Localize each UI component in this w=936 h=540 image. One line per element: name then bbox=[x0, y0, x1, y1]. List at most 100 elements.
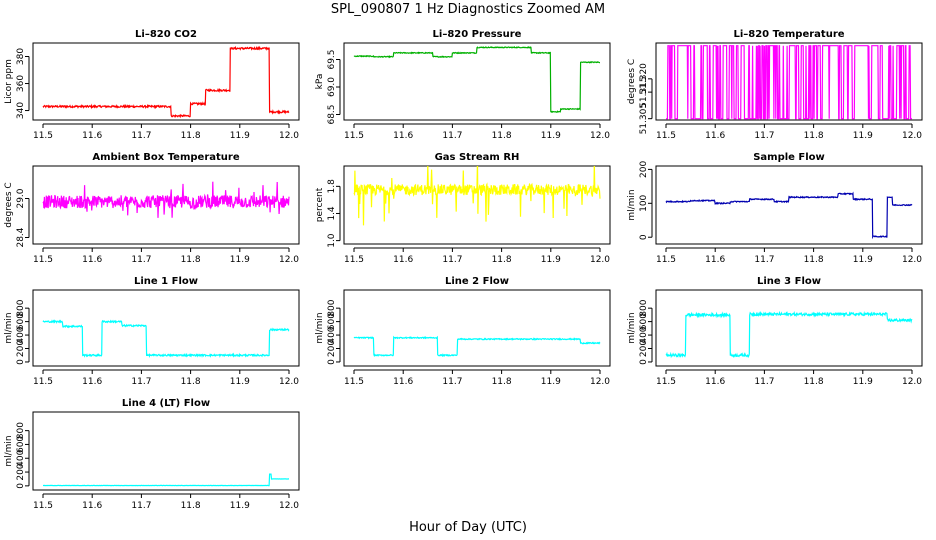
x-tick-label: 11.7 bbox=[131, 501, 151, 511]
y-tick-label: 200 bbox=[639, 161, 649, 178]
x-tick-label: 11.5 bbox=[33, 377, 53, 387]
y-tick-label: 69.0 bbox=[327, 77, 337, 97]
y-tick-label: 51.315 bbox=[639, 76, 649, 108]
x-tick-label: 11.9 bbox=[541, 255, 561, 265]
x-tick-label: 11.5 bbox=[656, 377, 676, 387]
x-tick-label: 11.9 bbox=[541, 377, 561, 387]
panel-title: Gas Stream RH bbox=[435, 152, 520, 163]
series-line bbox=[665, 191, 913, 240]
y-tick-label: 200 bbox=[639, 340, 649, 357]
y-tick-label: 340 bbox=[16, 102, 26, 119]
panel-3: Li–820 Temperature 11.5 11.6 11.7 11.8 11.9 12… bbox=[627, 29, 923, 141]
y-tick-label: 600 bbox=[16, 313, 26, 330]
x-tick-label: 11.9 bbox=[853, 377, 873, 387]
x-tick-label: 11.8 bbox=[804, 131, 824, 141]
panel-4: Ambient Box Temperature 11.5 11.6 11.7 11.8 1… bbox=[4, 152, 300, 265]
panel-title: Li–820 Temperature bbox=[733, 29, 844, 40]
x-tick-label: 11.8 bbox=[181, 255, 201, 265]
panel-title: Li–820 CO2 bbox=[135, 29, 197, 40]
x-tick-label: 11.5 bbox=[344, 131, 364, 141]
series-line bbox=[353, 46, 600, 114]
y-tick-label: 0 bbox=[639, 234, 649, 240]
x-axis-label: Hour of Day (UTC) bbox=[409, 520, 527, 535]
y-axis-label: ml/min bbox=[627, 312, 637, 343]
x-tick-label: 11.6 bbox=[705, 377, 725, 387]
series-line bbox=[353, 166, 601, 226]
y-axis-label: percent bbox=[315, 187, 325, 222]
x-tick-label: 11.6 bbox=[705, 255, 725, 265]
panel-1: Li–820 CO2 11.5 11.6 11.7 11.8 11.9 12.0 340 360… bbox=[4, 29, 300, 141]
x-tick-label: 11.8 bbox=[181, 131, 201, 141]
x-tick-label: 11.7 bbox=[442, 255, 462, 265]
x-tick-label: 11.6 bbox=[82, 501, 102, 511]
x-tick-label: 12.0 bbox=[590, 255, 610, 265]
x-tick-label: 11.8 bbox=[804, 377, 824, 387]
x-tick-label: 11.9 bbox=[230, 377, 250, 387]
x-tick-label: 12.0 bbox=[279, 131, 299, 141]
series-line bbox=[353, 335, 601, 358]
plot-frame bbox=[343, 42, 611, 121]
y-tick-label: 29.0 bbox=[16, 188, 26, 208]
plot-frame bbox=[655, 289, 923, 367]
y-tick-label: 200 bbox=[16, 340, 26, 357]
y-tick-label: 1.0 bbox=[327, 233, 337, 248]
series-line bbox=[42, 319, 290, 358]
series-line bbox=[42, 181, 290, 218]
y-axis-label: ml/min bbox=[4, 435, 14, 466]
x-tick-label: 12.0 bbox=[902, 377, 922, 387]
x-tick-label: 11.8 bbox=[492, 131, 512, 141]
y-tick-label: 800 bbox=[639, 299, 649, 316]
y-tick-label: 28.4 bbox=[16, 227, 26, 247]
x-tick-label: 11.5 bbox=[344, 377, 364, 387]
y-axis-label: degrees C bbox=[627, 59, 637, 104]
y-axis-label: ml/min bbox=[315, 312, 325, 343]
x-tick-label: 11.9 bbox=[230, 501, 250, 511]
panel-title: Line 1 Flow bbox=[134, 276, 198, 287]
y-tick-label: 600 bbox=[327, 313, 337, 330]
x-tick-label: 11.6 bbox=[393, 377, 413, 387]
y-tick-label: 600 bbox=[16, 436, 26, 453]
panel-9: Line 3 Flow 11.5 11.6 11.7 11.8 11.9 12.0 0 2004… bbox=[627, 276, 923, 387]
y-tick-label: 200 bbox=[16, 463, 26, 480]
y-tick-label: 0 bbox=[327, 359, 337, 365]
x-tick-label: 11.9 bbox=[853, 255, 873, 265]
figure-title: SPL_090807 1 Hz Diagnostics Zoomed AM bbox=[331, 2, 605, 17]
y-axis-label: kPa bbox=[315, 74, 325, 90]
y-axis-label: ml/min bbox=[627, 189, 637, 220]
y-tick-label: 100 bbox=[639, 194, 649, 211]
panel-10: Line 4 (LT) Flow 11.5 11.6 11.7 11.8 11.9 12.0… bbox=[4, 398, 300, 511]
plot-frame bbox=[655, 165, 923, 245]
plot-frame bbox=[32, 42, 300, 121]
x-tick-label: 11.5 bbox=[33, 255, 53, 265]
y-tick-label: 68.5 bbox=[327, 104, 337, 124]
panel-title: Line 4 (LT) Flow bbox=[122, 398, 210, 409]
x-tick-label: 11.8 bbox=[804, 255, 824, 265]
x-tick-label: 11.7 bbox=[131, 377, 151, 387]
x-tick-label: 11.7 bbox=[131, 255, 151, 265]
x-tick-label: 11.5 bbox=[33, 501, 53, 511]
x-tick-label: 11.7 bbox=[442, 131, 462, 141]
x-tick-label: 11.8 bbox=[181, 501, 201, 511]
x-tick-label: 11.9 bbox=[541, 131, 561, 141]
panel-8: Line 2 Flow 11.5 11.6 11.7 11.8 11.9 12.0 0 2004… bbox=[315, 276, 611, 387]
y-tick-label: 800 bbox=[16, 299, 26, 316]
y-tick-label: 380 bbox=[16, 48, 26, 65]
x-tick-label: 11.5 bbox=[656, 131, 676, 141]
series-line bbox=[665, 310, 913, 359]
x-tick-label: 12.0 bbox=[902, 255, 922, 265]
x-tick-label: 12.0 bbox=[279, 255, 299, 265]
y-tick-label: 600 bbox=[639, 313, 649, 330]
x-tick-label: 12.0 bbox=[590, 131, 610, 141]
y-tick-label: 69.5 bbox=[327, 49, 337, 69]
y-tick-label: 200 bbox=[327, 340, 337, 357]
plot-frame bbox=[32, 289, 300, 367]
plot-frame bbox=[32, 165, 300, 245]
x-tick-label: 11.7 bbox=[754, 131, 774, 141]
panel-5: Gas Stream RH 11.5 11.6 11.7 11.8 11.9 12.0 1.0… bbox=[315, 152, 611, 265]
x-tick-label: 11.5 bbox=[344, 255, 364, 265]
x-tick-label: 11.6 bbox=[82, 131, 102, 141]
y-tick-label: 1.8 bbox=[327, 179, 337, 194]
y-tick-label: 800 bbox=[327, 299, 337, 316]
x-tick-label: 11.7 bbox=[754, 377, 774, 387]
x-tick-label: 11.6 bbox=[705, 131, 725, 141]
